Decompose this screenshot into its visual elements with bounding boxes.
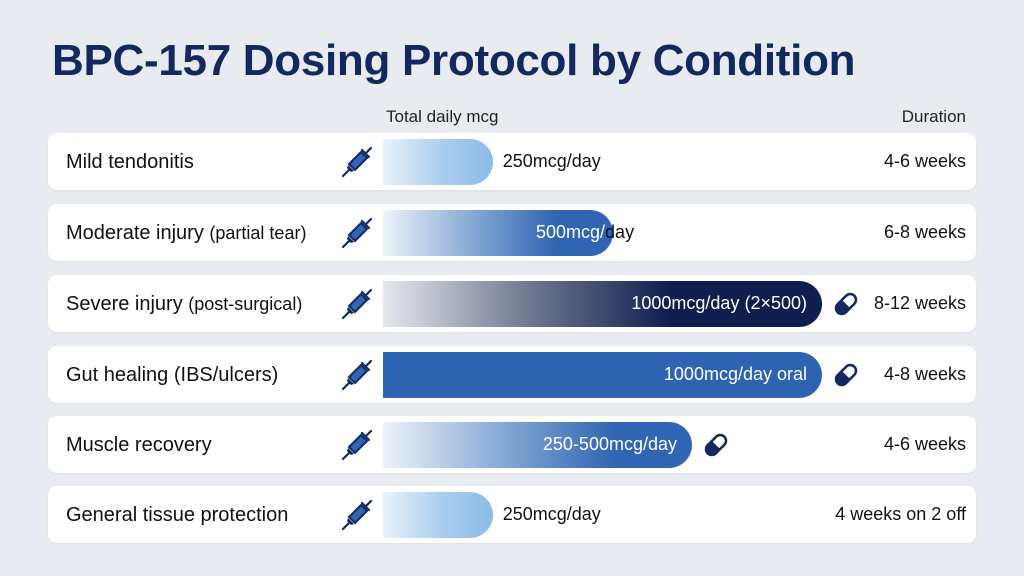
duration-header: Duration	[901, 107, 966, 126]
condition-detail: (post-surgical)	[188, 293, 303, 314]
dose-bar	[383, 281, 822, 327]
syringe-icon	[340, 145, 374, 179]
condition-label: Mild tendonitis	[66, 133, 194, 190]
table-row: Mild tendonitis 250mcg/day 4-6 weeks	[48, 133, 976, 190]
pill-icon	[832, 290, 860, 318]
pill-icon	[832, 361, 860, 389]
syringe-icon	[340, 216, 374, 250]
dose-bar	[383, 352, 822, 398]
dose-label: 250mcg/day	[502, 504, 601, 524]
duration-label: 4-8 weeks	[883, 364, 966, 384]
duration-label: 4 weeks on 2 off	[835, 504, 966, 524]
dose-bar	[383, 422, 692, 468]
chart-title: BPC-157 Dosing Protocol by Condition	[52, 36, 856, 85]
syringe-icon	[340, 498, 374, 532]
syringe-icon	[340, 428, 374, 462]
condition-label: General tissue protection	[66, 486, 288, 543]
condition-label: Moderate injury (partial tear)	[66, 204, 306, 261]
table-row: General tissue protection 250mcg/day 4 w…	[48, 486, 976, 543]
duration-label: 4-6 weeks	[883, 434, 966, 454]
dose-label: 500mcg/day	[536, 222, 635, 242]
condition-name: General tissue protection	[66, 503, 289, 526]
duration-label: 4-6 weeks	[883, 151, 966, 171]
duration-label: 8-12 weeks	[873, 293, 966, 313]
condition-name: Moderate injury	[66, 221, 204, 244]
condition-name: Gut healing (IBS/ulcers)	[66, 363, 279, 386]
dose-bar	[383, 210, 613, 256]
syringe-icon	[340, 287, 374, 321]
condition-label: Severe injury (post-surgical)	[66, 275, 302, 332]
table-row: Gut healing (IBS/ulcers) 1000mcg/day ora…	[48, 346, 976, 403]
condition-label: Muscle recovery	[66, 416, 212, 473]
table-row: Severe injury (post-surgical) 1000mcg/da…	[48, 275, 976, 332]
condition-name: Muscle recovery	[66, 433, 212, 456]
condition-detail: (partial tear)	[209, 222, 307, 243]
value-header: Total daily mcg	[386, 107, 499, 126]
dose-bar	[383, 492, 493, 538]
duration-label: 6-8 weeks	[883, 222, 966, 242]
dose-bar	[383, 139, 493, 185]
condition-name: Severe injury	[66, 292, 183, 315]
pill-icon	[702, 431, 730, 459]
syringe-icon	[340, 358, 374, 392]
dose-label: 250mcg/day	[502, 151, 601, 171]
dose-label: 1000mcg/day oral	[663, 364, 807, 384]
condition-name: Mild tendonitis	[66, 150, 194, 173]
table-row: Muscle recovery 250-500mcg/day 4-6 weeks	[48, 416, 976, 473]
condition-label: Gut healing (IBS/ulcers)	[66, 346, 278, 403]
table-row: Moderate injury (partial tear) 500mcg/da…	[48, 204, 976, 261]
dose-label: 250-500mcg/day	[542, 434, 677, 454]
dose-label: 1000mcg/day (2×500)	[631, 293, 807, 313]
